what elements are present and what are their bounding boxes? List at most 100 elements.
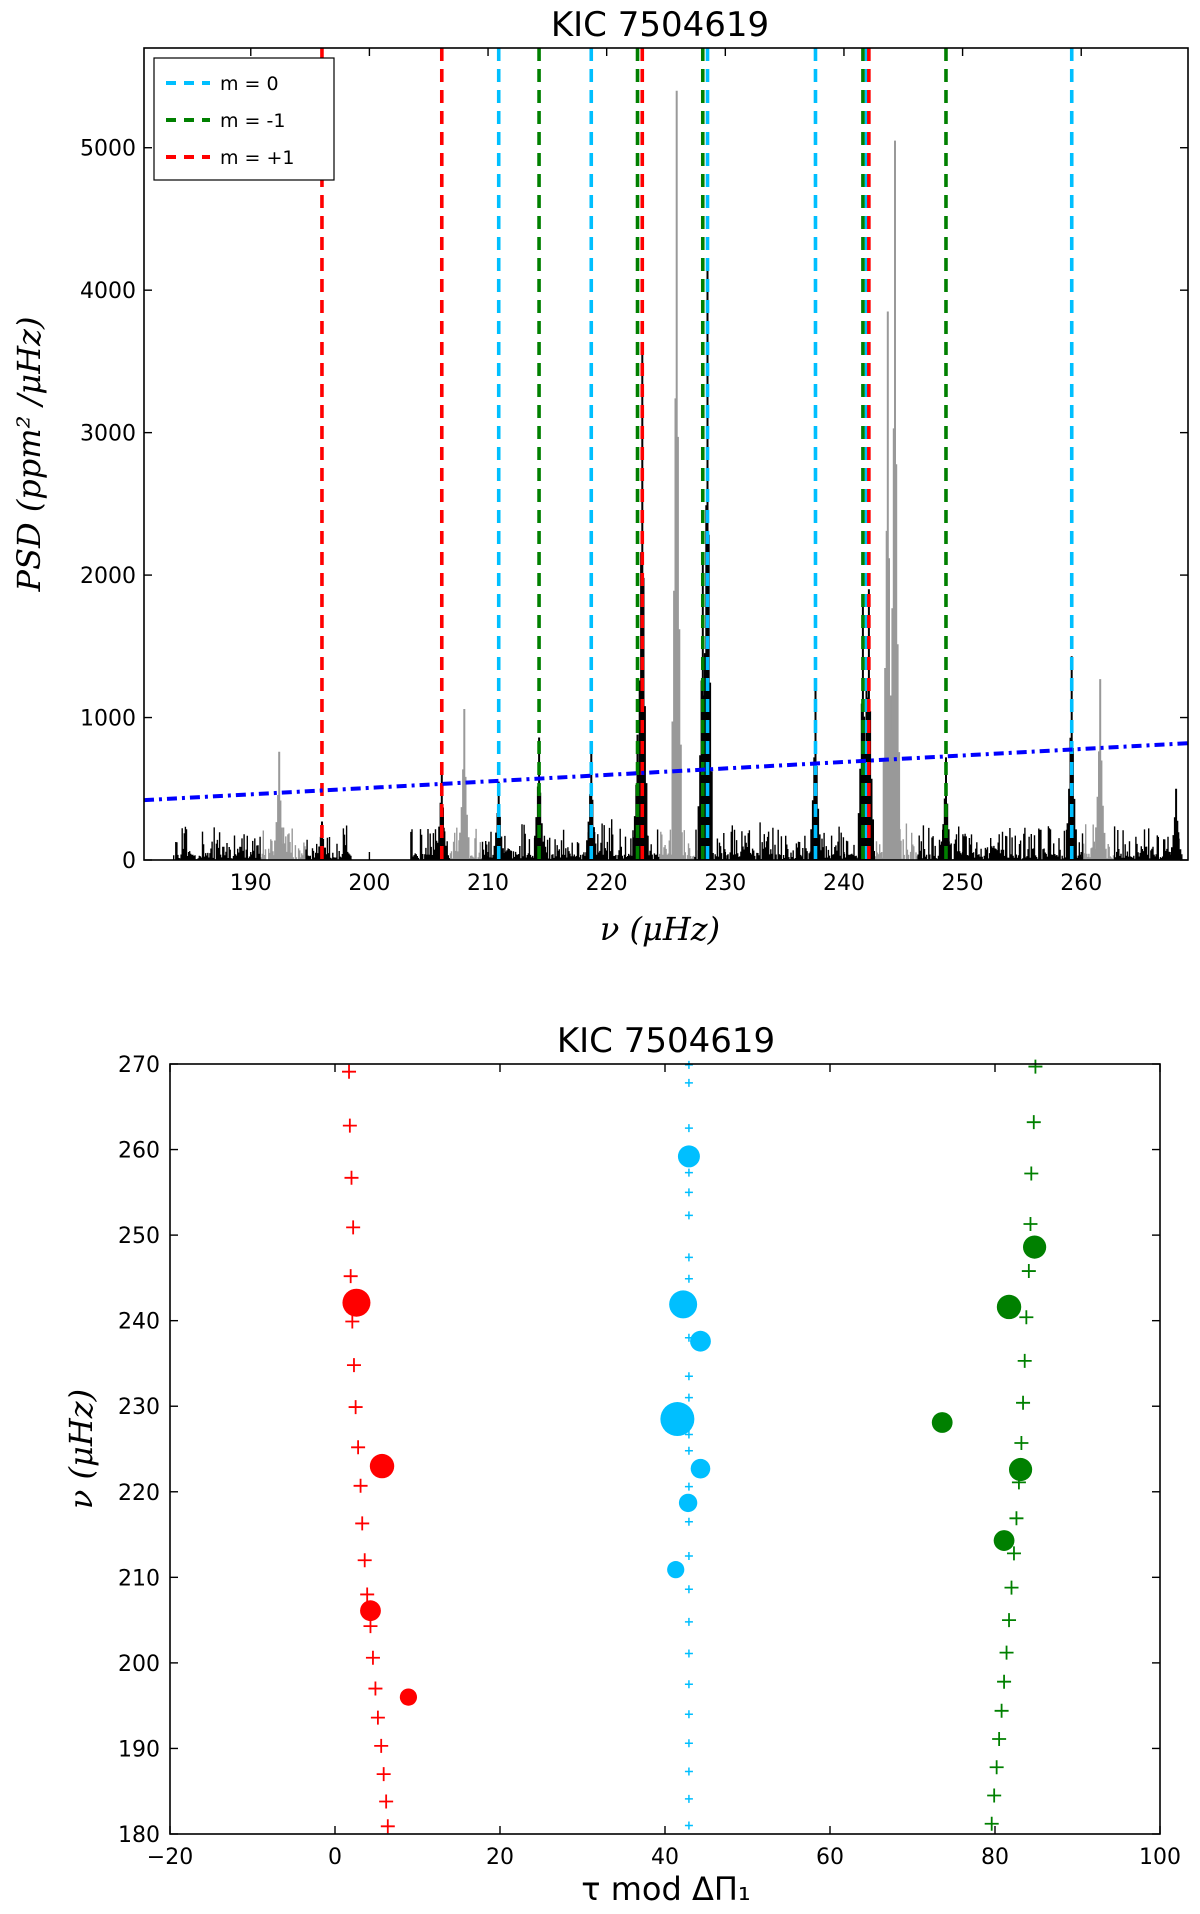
echelle-y-tick-label: 230: [118, 1395, 160, 1420]
echelle-observed-dot: [677, 1145, 700, 1168]
spectrum-peak: [459, 709, 470, 860]
echelle-observed-dot: [360, 1600, 381, 1622]
echelle-model-marker: [684, 1649, 693, 1658]
echelle-y-tick-label: 270: [118, 1053, 160, 1078]
echelle-model-marker: [684, 1124, 693, 1133]
echelle-observed-dot: [669, 1290, 698, 1319]
echelle-model-marker: [346, 1220, 361, 1235]
echelle-model-marker: [997, 1674, 1012, 1689]
echelle-model-marker: [684, 1617, 693, 1626]
echelle-y-tick-label: 210: [118, 1566, 160, 1591]
psd-y-tick-label: 2000: [80, 564, 136, 589]
echelle-model-marker: [344, 1170, 359, 1185]
echelle-model-marker: [1019, 1310, 1034, 1325]
echelle-x-tick-label: 40: [651, 1845, 679, 1870]
echelle-plot-area: [342, 1059, 1047, 1834]
echelle-model-marker: [342, 1064, 357, 1079]
echelle-y-tick-label: 260: [118, 1139, 160, 1164]
spectrum-noise: [173, 818, 1183, 860]
echelle-observed-dot: [660, 1402, 695, 1437]
psd-y-tick-label: 3000: [80, 422, 136, 447]
echelle-model-marker: [994, 1703, 1009, 1718]
echelle-model-marker: [684, 1430, 693, 1439]
echelle-model-marker: [989, 1760, 1004, 1775]
echelle-model-marker: [684, 1211, 693, 1220]
psd-x-axis-label: ν (μHz): [600, 910, 720, 948]
legend-label-m0: m = 0: [220, 73, 279, 95]
echelle-model-marker: [374, 1738, 389, 1753]
echelle-observed-dot: [993, 1530, 1015, 1551]
psd-y-ticks: 0 1000 2000 3000 4000 5000: [80, 137, 1188, 874]
echelle-model-marker: [684, 1168, 693, 1177]
echelle-model-marker: [355, 1516, 370, 1531]
echelle-observed-dot: [342, 1288, 371, 1317]
echelle-model-marker: [684, 1060, 693, 1069]
echelle-observed-dot: [1023, 1235, 1047, 1259]
echelle-model-marker: [987, 1788, 1002, 1803]
echelle-model-marker: [1009, 1511, 1024, 1526]
psd-title: KIC 7504619: [551, 5, 769, 45]
echelle-model-marker: [684, 1794, 693, 1803]
echelle-model-marker: [1024, 1166, 1039, 1181]
echelle-x-axis-label: τ mod ΔΠ₁: [581, 1870, 750, 1908]
echelle-model-marker: [684, 1446, 693, 1455]
psd-x-ticks: 190 200 210 220 230 240 250 260: [230, 48, 1102, 896]
echelle-model-marker: [1004, 1580, 1019, 1595]
echelle-observed-dot: [690, 1458, 711, 1479]
echelle-model-marker: [684, 1710, 693, 1719]
echelle-y-tick-label: 240: [118, 1310, 160, 1335]
echelle-model-marker: [684, 1551, 693, 1560]
echelle-x-tick-label: 20: [486, 1845, 514, 1870]
legend-label-m-minus1: m = -1: [220, 110, 285, 132]
echelle-observed-dot: [690, 1330, 711, 1352]
echelle-model-marker: [684, 1517, 693, 1526]
spectrum-peak: [533, 737, 545, 860]
psd-x-tick-label: 210: [467, 871, 509, 896]
echelle-model-marker: [1006, 1546, 1021, 1561]
echelle-y-tick-label: 200: [118, 1652, 160, 1677]
spectrum-peak: [1171, 788, 1182, 860]
echelle-y-tick-label: 220: [118, 1481, 160, 1506]
echelle-observed-dot: [996, 1294, 1022, 1320]
echelle-model-marker: [684, 1372, 693, 1381]
echelle-model-marker: [353, 1478, 368, 1493]
echelle-y-tick-label: 190: [118, 1737, 160, 1762]
echelle-model-marker: [1002, 1613, 1017, 1628]
echelle-model-marker: [684, 1680, 693, 1689]
echelle-observed-dot: [399, 1688, 418, 1706]
echelle-model-marker: [984, 1816, 999, 1831]
echelle-model-marker: [684, 1585, 693, 1594]
psd-x-tick-label: 200: [348, 871, 390, 896]
psd-plot-area: [143, 48, 1189, 860]
echelle-y-tick-label: 250: [118, 1224, 160, 1249]
echelle-model-marker: [1016, 1395, 1031, 1410]
echelle-model-marker: [379, 1794, 394, 1809]
spectrum-peak: [671, 90, 682, 860]
echelle-model-marker: [346, 1358, 361, 1373]
spectrum-peak: [274, 751, 285, 860]
echelle-model-marker: [342, 1118, 357, 1133]
echelle-x-tick-label: −20: [147, 1845, 193, 1870]
echelle-model-marker: [357, 1553, 372, 1568]
psd-x-tick-label: 240: [823, 871, 865, 896]
echelle-model-marker: [684, 1078, 693, 1087]
psd-y-axis-label: PSD (ppm² /μHz): [10, 317, 48, 593]
echelle-y-ticks: 180 190 200 210 220 230 240 250 260 270: [118, 1053, 1160, 1848]
echelle-model-marker: [348, 1400, 363, 1415]
echelle-model-marker: [684, 1253, 693, 1262]
spectrum-peak: [1095, 679, 1106, 860]
psd-y-tick-label: 5000: [80, 137, 136, 162]
psd-legend: m = 0 m = -1 m = +1: [153, 57, 335, 181]
echelle-observed-dot: [369, 1453, 395, 1479]
echelle-model-marker: [376, 1767, 391, 1782]
echelle-model-marker: [684, 1274, 693, 1283]
echelle-model-marker: [684, 1188, 693, 1197]
psd-y-tick-label: 0: [122, 849, 136, 874]
echelle-model-marker: [1028, 1059, 1043, 1074]
echelle-model-marker: [380, 1819, 395, 1834]
echelle-model-marker: [684, 1739, 693, 1748]
echelle-y-tick-label: 180: [118, 1823, 160, 1848]
echelle-model-marker: [992, 1732, 1007, 1747]
echelle-model-marker: [368, 1681, 383, 1696]
